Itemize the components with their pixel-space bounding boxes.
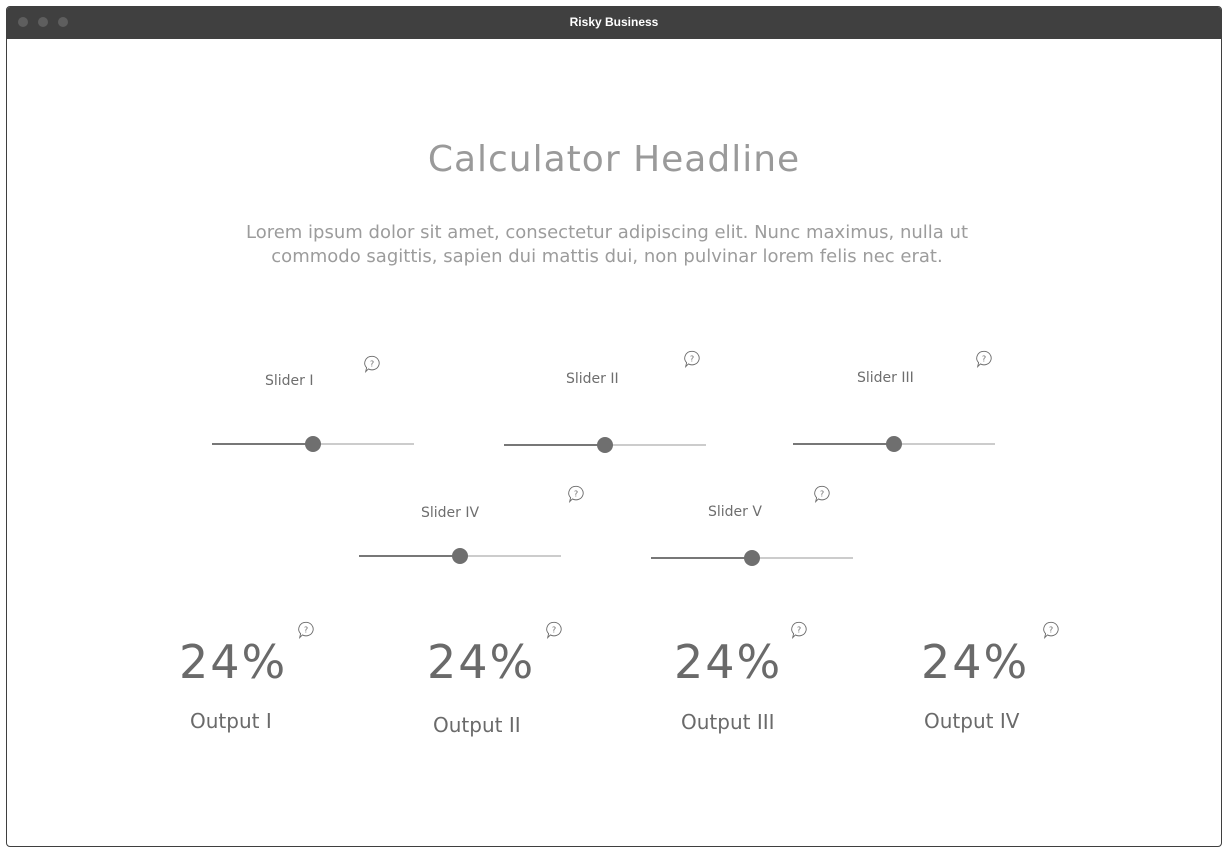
output-3-value: 24% [674,635,783,689]
slider-3[interactable] [793,434,995,454]
svg-text:?: ? [552,624,556,634]
svg-text:?: ? [574,488,578,498]
minimize-window-dot[interactable] [38,17,48,27]
slider-thumb[interactable] [744,550,760,566]
slider-5-label: Slider V [708,504,762,520]
slider-thumb[interactable] [886,436,902,452]
svg-text:?: ? [304,624,308,634]
output-4-label: Output IV [924,709,1020,733]
maximize-window-dot[interactable] [58,17,68,27]
output-2-value: 24% [427,635,536,689]
window-title: Risky Business [569,15,659,29]
svg-text:?: ? [982,353,986,363]
slider-fill [504,444,605,446]
help-icon[interactable]: ? [813,485,831,503]
slider-4[interactable] [359,546,561,566]
intro-paragraph: Lorem ipsum dolor sit amet, consectetur … [246,222,968,267]
output-4-value: 24% [921,635,1030,689]
help-icon[interactable]: ? [363,355,381,373]
slider-5[interactable] [651,548,853,568]
page-headline: Calculator Headline [427,139,801,180]
output-1-value: 24% [179,635,288,689]
slider-2[interactable] [504,435,706,455]
svg-text:?: ? [370,358,374,368]
title-bar: Risky Business [7,7,1221,39]
slider-2-label: Slider II [566,371,619,387]
slider-1-label: Slider I [265,373,314,389]
output-1-label: Output I [190,709,272,733]
help-icon[interactable]: ? [545,621,563,639]
slider-1[interactable] [212,434,414,454]
svg-text:?: ? [797,624,801,634]
slider-fill [359,555,460,557]
slider-3-label: Slider III [857,370,914,386]
slider-fill [651,557,752,559]
svg-text:?: ? [820,488,824,498]
svg-text:?: ? [690,353,694,363]
output-2-label: Output II [433,713,521,737]
slider-thumb[interactable] [305,436,321,452]
slider-fill [793,443,894,445]
help-icon[interactable]: ? [683,350,701,368]
help-icon[interactable]: ? [567,485,585,503]
output-3-label: Output III [681,710,775,734]
help-icon[interactable]: ? [975,350,993,368]
slider-fill [212,443,313,445]
help-icon[interactable]: ? [1042,621,1060,639]
slider-thumb[interactable] [452,548,468,564]
slider-thumb[interactable] [597,437,613,453]
svg-text:?: ? [1049,624,1053,634]
help-icon[interactable]: ? [790,621,808,639]
help-icon[interactable]: ? [297,621,315,639]
close-window-dot[interactable] [18,17,28,27]
app-window: Risky Business Calculator Headline Lorem… [6,6,1222,847]
slider-4-label: Slider IV [421,505,480,521]
